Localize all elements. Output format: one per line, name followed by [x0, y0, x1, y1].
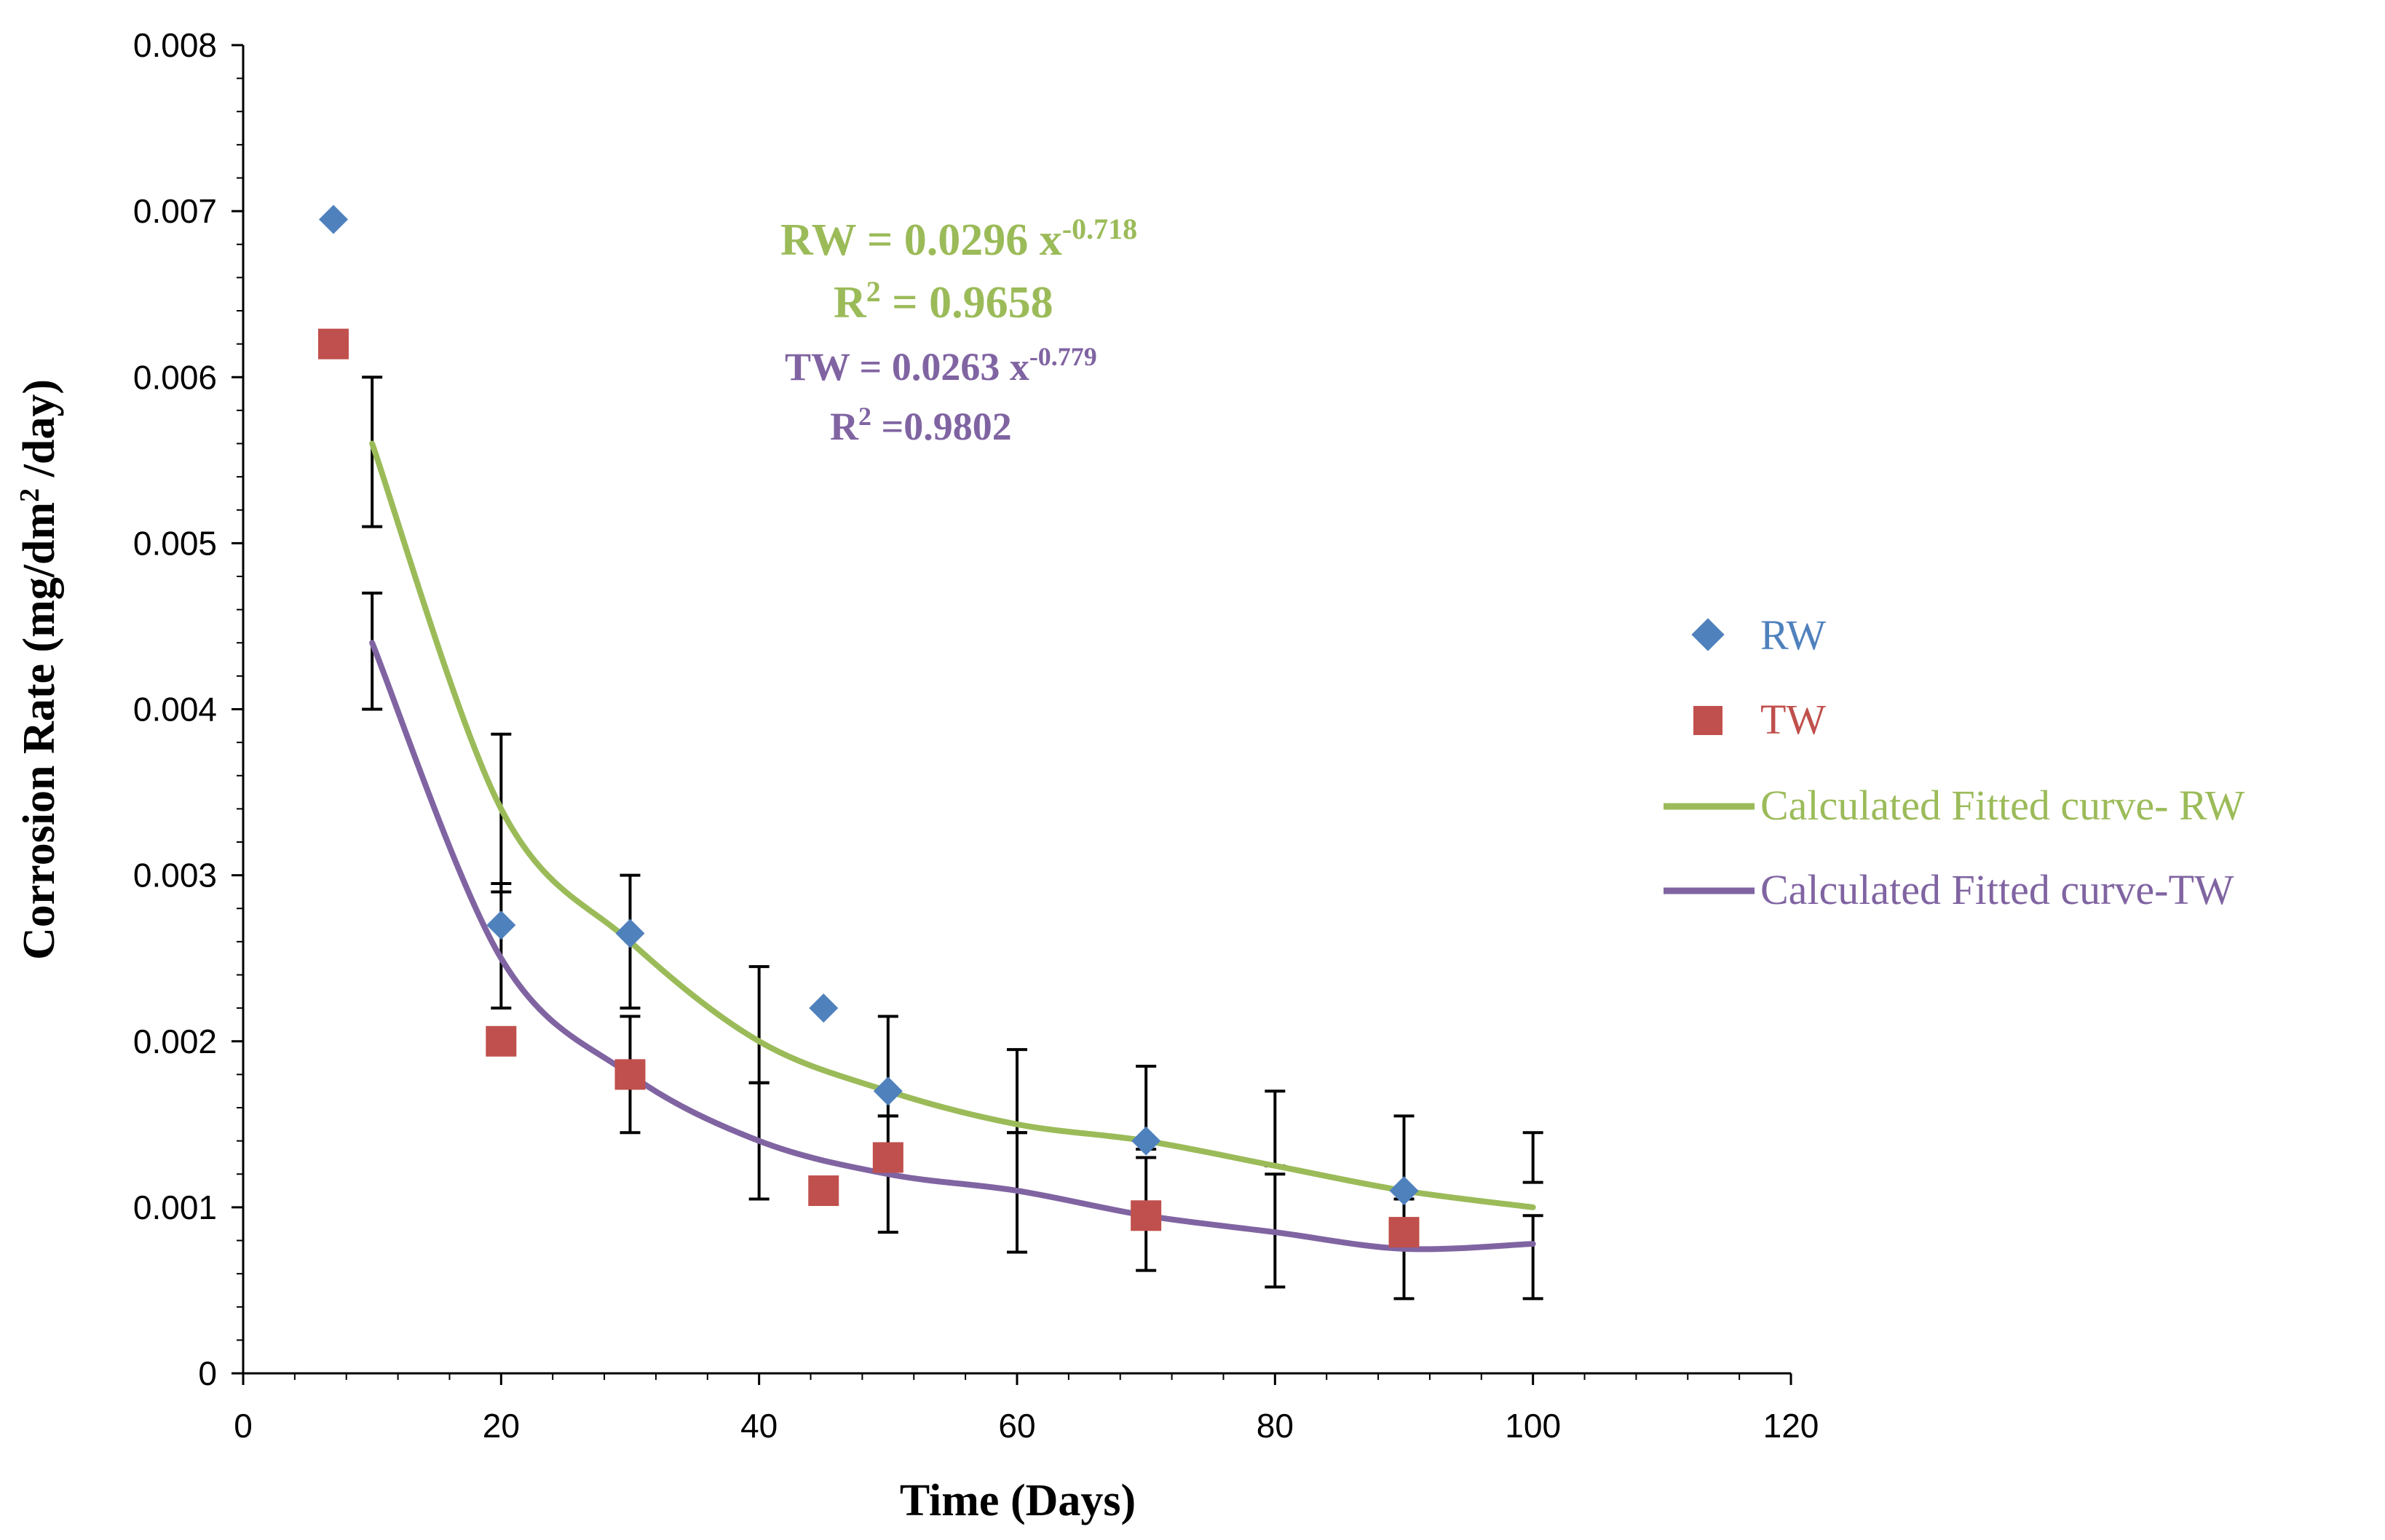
x-tick-label: 20 [483, 1407, 520, 1445]
x-axis-title: Time (Days) [900, 1476, 1136, 1525]
x-tick-label: 120 [1763, 1407, 1819, 1445]
data-markers [318, 205, 1420, 1248]
error-bar [491, 882, 512, 1010]
x-tick-label: 0 [234, 1407, 253, 1445]
tw-data-point [1388, 1217, 1420, 1248]
x-tick-label: 80 [1257, 1407, 1294, 1445]
tw-equation: TW = 0.0263 x-0.779 [785, 342, 1097, 389]
x-tick-label: 40 [740, 1407, 778, 1445]
legend-rw-fit-label: Calculated Fitted curve- RW [1760, 782, 2244, 829]
legend-tw-fit-label: Calculated Fitted curve-TW [1760, 866, 2234, 913]
rw-data-point [873, 1076, 903, 1106]
tw-data-point [808, 1175, 839, 1207]
tw-data-point [318, 328, 349, 360]
error-bar [748, 965, 770, 1084]
y-tick-label: 0.007 [133, 192, 217, 230]
y-tick-label: 0.003 [133, 857, 217, 894]
y-tick-label: 0.004 [133, 691, 217, 729]
legend-rw-marker-icon [1691, 618, 1725, 651]
rw-r-squared: R2 = 0.9658 [834, 275, 1053, 328]
y-tick-label: 0 [198, 1354, 217, 1392]
error-bar [362, 591, 383, 711]
rw-data-point [1389, 1176, 1419, 1206]
y-axis-title: Corrosion Rate (mg/dm2 /day) [15, 379, 64, 960]
y-tick-label: 0.001 [133, 1188, 217, 1226]
rw-data-point [1131, 1126, 1161, 1156]
tw-data-point [486, 1025, 517, 1057]
fit-curves [369, 440, 1536, 1253]
error-bar [1522, 1214, 1543, 1301]
tw-r-squared: R2 =0.9802 [830, 402, 1012, 448]
fit-curve-line [369, 440, 1536, 1210]
rw-data-point [615, 918, 645, 948]
error-bar [1265, 1089, 1286, 1167]
y-axis-title-sup: 2 [15, 488, 45, 502]
legend-tw-marker-icon [1693, 706, 1722, 735]
error-bars [362, 376, 1543, 1301]
rw-data-point [319, 205, 349, 234]
grid-layer: 0 0.001 0.002 0.003 0.004 0.005 0.006 0.007 0.00… [133, 26, 1819, 1445]
x-tick-label: 100 [1505, 1407, 1561, 1445]
fit-curve-line [369, 640, 1536, 1253]
y-tick-label: 0.002 [133, 1023, 217, 1060]
rw-data-point [809, 993, 839, 1023]
y-tick-label: 0.005 [133, 524, 217, 562]
rw-equation: RW = 0.0296 x-0.718 [780, 213, 1137, 266]
y-axis-title-tail: /day) [15, 379, 64, 488]
tw-data-point [1131, 1200, 1162, 1231]
tw-data-point [614, 1059, 646, 1090]
y-tick-label: 0.006 [133, 358, 217, 396]
y-tick-label: 0.008 [133, 26, 217, 64]
rw-data-point [486, 910, 516, 940]
error-bar [1522, 1131, 1543, 1184]
legend: RW TW Calculated Fitted curve- RW Calcul… [1664, 611, 2244, 913]
legend-rw-label: RW [1760, 611, 1826, 659]
tw-data-point [872, 1142, 903, 1173]
x-tick-label: 60 [998, 1407, 1035, 1445]
y-axis-title-main: Corrosion Rate (mg/dm [15, 502, 64, 960]
legend-tw-label: TW [1760, 696, 1826, 743]
